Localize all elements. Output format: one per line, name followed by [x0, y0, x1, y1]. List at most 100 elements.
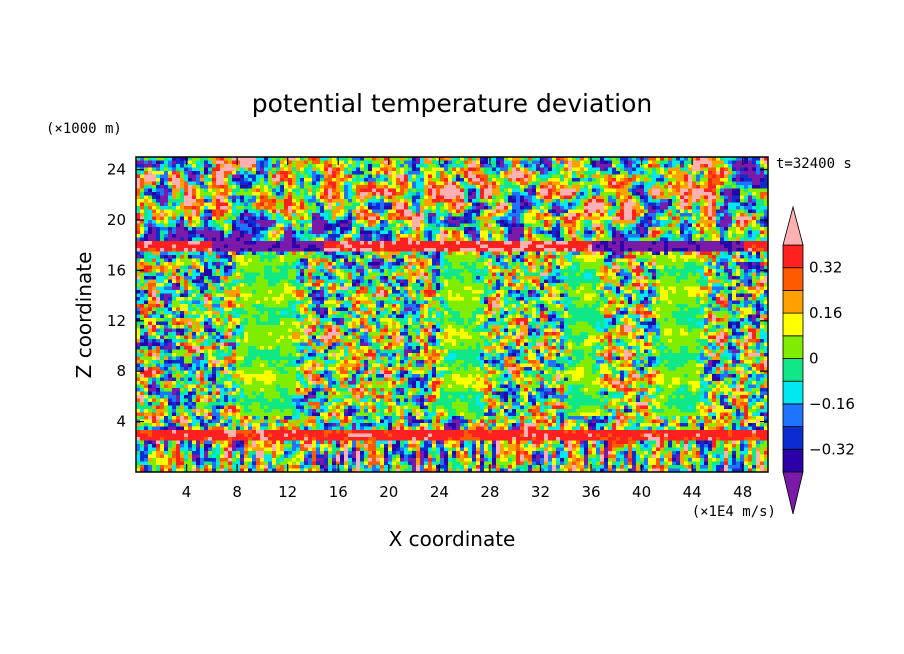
contour-cell: [688, 216, 693, 221]
contour-cell: [324, 199, 329, 204]
contour-cell: [324, 293, 329, 298]
contour-cell: [420, 258, 429, 263]
contour-cell: [332, 290, 337, 295]
contour-cell: [200, 213, 205, 218]
contour-cell: [424, 251, 429, 256]
contour-cell: [404, 206, 409, 211]
contour-cell: [304, 290, 309, 295]
contour-cell: [224, 297, 237, 302]
contour-cell: [184, 178, 189, 183]
contour-cell: [752, 178, 761, 183]
contour-cell: [688, 199, 693, 204]
contour-cell: [732, 293, 737, 298]
contour-cell: [752, 206, 757, 211]
contour-cell: [628, 297, 633, 302]
contour-cell: [388, 181, 393, 186]
contour-cell: [408, 167, 413, 172]
contour-cell: [608, 160, 613, 165]
contour-cell: [140, 192, 145, 197]
contour-cell: [520, 255, 525, 260]
contour-cell: [712, 234, 717, 239]
contour-cell: [336, 265, 341, 270]
contour-cell: [436, 164, 441, 169]
contour-cell: [288, 283, 293, 288]
contour-cell: [524, 216, 533, 221]
contour-cell: [320, 300, 325, 305]
contour-cell: [400, 300, 405, 305]
contour-cell: [592, 188, 597, 193]
contour-cell: [388, 178, 393, 183]
contour-cell: [700, 272, 705, 277]
contour-cell: [164, 304, 169, 309]
contour-cell: [700, 167, 705, 172]
contour-cell: [720, 181, 725, 186]
contour-cell: [208, 195, 213, 200]
contour-cell: [636, 185, 641, 190]
contour-cell: [160, 265, 165, 270]
contour-cell: [380, 160, 385, 165]
contour-cell: [480, 195, 485, 200]
contour-cell: [352, 195, 357, 200]
contour-cell: [672, 164, 677, 169]
contour-cell: [564, 300, 569, 305]
contour-cell: [284, 283, 289, 288]
contour-cell: [632, 279, 637, 284]
contour-cell: [756, 209, 761, 214]
contour-cell: [384, 290, 389, 295]
contour-cell: [188, 223, 193, 228]
contour-cell: [644, 300, 649, 305]
contour-cell: [296, 293, 305, 298]
contour-cell: [524, 258, 529, 263]
contour-cell: [420, 206, 425, 211]
contour-cell: [304, 199, 309, 204]
contour-cell: [508, 262, 513, 267]
contour-cell: [452, 265, 465, 270]
contour-cell: [728, 195, 733, 200]
contour-cell: [376, 157, 381, 162]
contour-cell: [452, 206, 457, 211]
contour-cell: [548, 178, 561, 183]
contour-cell: [636, 255, 653, 260]
contour-cell: [584, 216, 601, 221]
contour-cell: [312, 216, 317, 221]
contour-cell: [528, 283, 533, 288]
contour-cell: [428, 272, 433, 277]
contour-cell: [688, 164, 693, 169]
contour-cell: [712, 157, 717, 162]
contour-cell: [512, 160, 521, 165]
contour-cell: [304, 300, 309, 305]
contour-cell: [672, 290, 677, 295]
contour-cell: [748, 255, 753, 260]
contour-cell: [560, 251, 569, 256]
contour-cell: [236, 297, 241, 302]
contour-cell: [668, 171, 673, 176]
contour-cell: [376, 178, 381, 183]
contour-cell: [520, 157, 525, 162]
contour-cell: [620, 279, 625, 284]
contour-cell: [504, 276, 513, 281]
contour-cell: [268, 251, 273, 256]
contour-cell: [344, 209, 349, 214]
contour-cell: [388, 220, 393, 225]
contour-cell: [732, 220, 737, 225]
contour-cell: [504, 248, 513, 253]
contour-cell: [552, 195, 561, 200]
contour-cell: [340, 185, 345, 190]
contour-cell: [152, 216, 157, 221]
contour-cell: [716, 272, 721, 277]
contour-cell: [496, 276, 501, 281]
contour-cell: [332, 251, 337, 256]
contour-cell: [148, 248, 157, 253]
contour-cell: [424, 234, 429, 239]
contour-cell: [740, 220, 745, 225]
contour-cell: [180, 286, 185, 291]
contour-cell: [356, 276, 365, 281]
contour-cell: [224, 300, 229, 305]
contour-cell: [324, 244, 337, 249]
contour-cell: [264, 237, 269, 242]
contour-cell: [600, 286, 605, 291]
contour-cell: [400, 171, 405, 176]
contour-cell: [324, 297, 329, 302]
contour-cell: [512, 251, 521, 256]
contour-cell: [764, 265, 768, 270]
